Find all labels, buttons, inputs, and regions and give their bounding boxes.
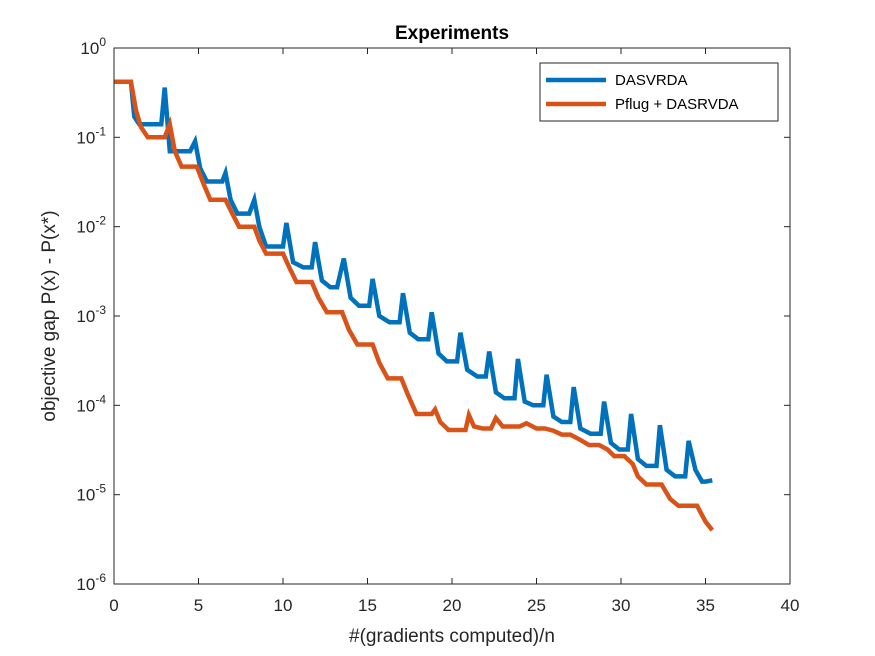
y-tick-base: 10 xyxy=(76,218,95,237)
x-tick-label: 15 xyxy=(358,596,377,615)
y-tick-exponent: -2 xyxy=(95,214,106,228)
x-tick-label: 35 xyxy=(696,596,715,615)
chart-title: Experiments xyxy=(395,23,509,44)
legend-box xyxy=(539,62,779,122)
x-tick-label: 20 xyxy=(443,596,462,615)
y-tick-exponent: -5 xyxy=(95,482,106,496)
series-layer xyxy=(114,79,715,532)
x-tick-label: 5 xyxy=(194,596,203,615)
y-tick-label: 10-6 xyxy=(76,571,106,594)
x-tick-label: 30 xyxy=(612,596,631,615)
y-tick-exponent: -1 xyxy=(95,124,106,138)
y-tick-base: 10 xyxy=(76,307,95,326)
y-tick-base: 10 xyxy=(80,39,99,58)
y-tick-base: 10 xyxy=(76,128,95,147)
x-tick-label: 25 xyxy=(527,596,546,615)
y-tick-exponent: 0 xyxy=(99,35,106,49)
y-tick-label: 10-4 xyxy=(76,392,106,415)
x-tick-label: 10 xyxy=(274,596,293,615)
plot-area xyxy=(114,48,790,584)
y-tick-exponent: -3 xyxy=(95,303,106,317)
y-tick-base: 10 xyxy=(76,486,95,505)
y-tick-label: 10-1 xyxy=(76,124,106,147)
y-axis-label: objective gap P(x) - P(x*) xyxy=(39,210,60,421)
series-line-0 xyxy=(114,79,713,484)
y-tick-label: 10-3 xyxy=(76,303,106,326)
y-tick-base: 10 xyxy=(76,575,95,594)
series-line-1 xyxy=(114,79,715,532)
y-tick-label: 10-5 xyxy=(76,482,106,505)
legend-label-1: Pflug + DASRVDA xyxy=(615,96,739,113)
ticks-layer: 0 5 10 15 20 25 30 35 4010-610-510-410-310-210-1… xyxy=(76,35,799,615)
legend-label-0: DASVRDA xyxy=(615,72,688,89)
y-tick-exponent: -6 xyxy=(95,571,106,585)
y-tick-label: 10-2 xyxy=(76,214,106,237)
y-tick-exponent: -4 xyxy=(95,392,106,406)
legend: DASVRDA Pflug + DASRVDA xyxy=(539,62,779,122)
x-tick-label: 0 xyxy=(109,596,118,615)
y-tick-label: 100 xyxy=(80,35,106,58)
y-tick-base: 10 xyxy=(76,396,95,415)
x-axis-label: #(gradients computed)/n xyxy=(349,626,555,647)
x-tick-label: 40 xyxy=(781,596,800,615)
